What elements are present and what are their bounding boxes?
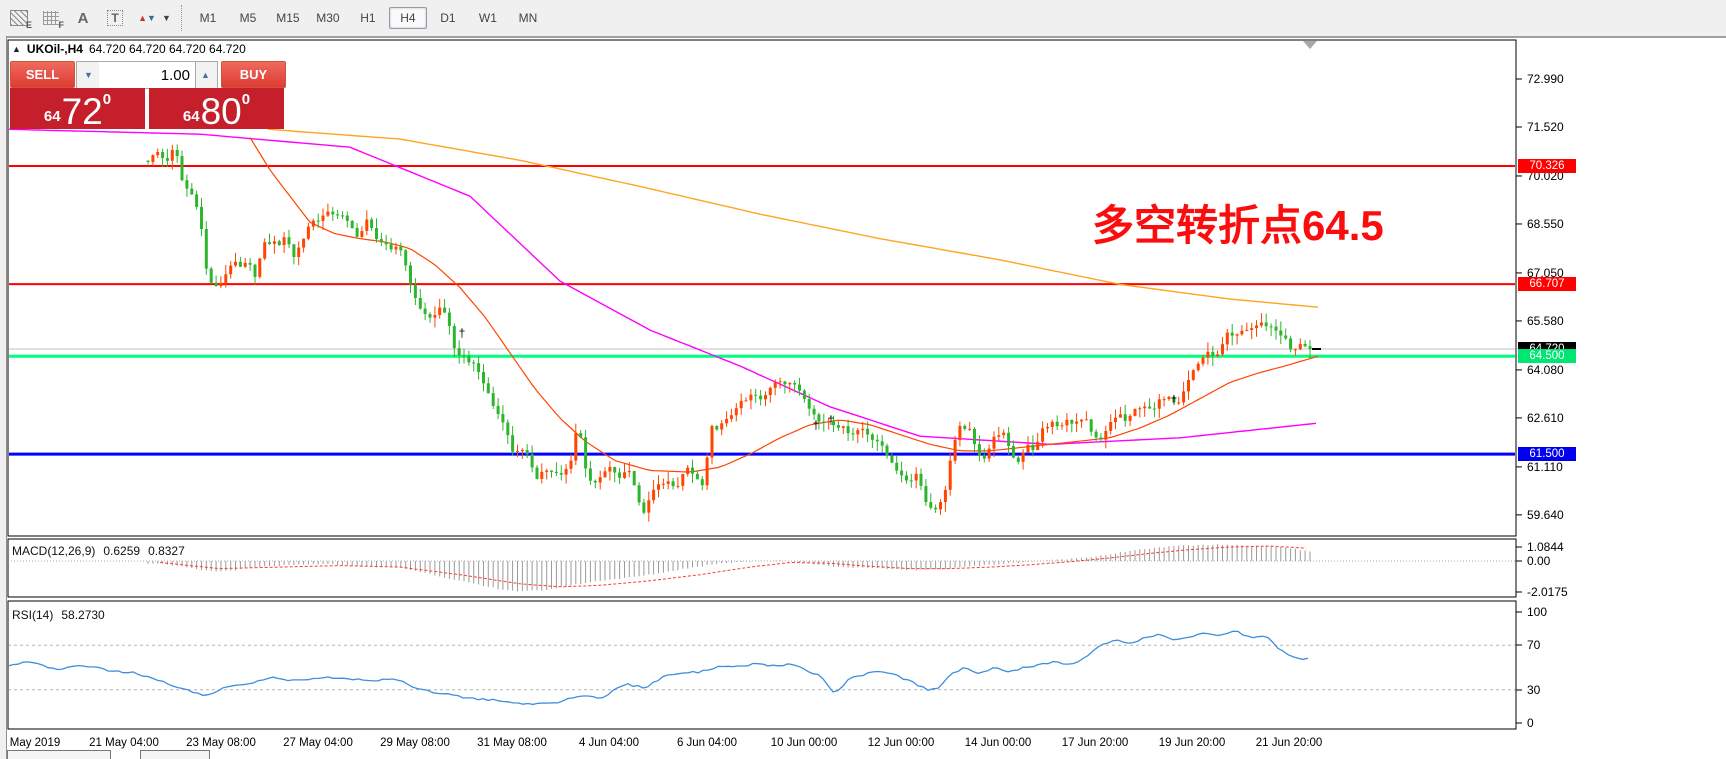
cross-marker: † [813,418,820,432]
rsi-axis-label[interactable]: 100 [1527,605,1548,619]
time-axis-label[interactable]: 12 Jun 00:00 [867,737,935,749]
cross-marker: † [828,413,835,427]
macd-indicator-label: MACD(12,26,9) 0.6259 0.8327 [12,544,185,558]
arrows-tool-icon[interactable]: ▲ ▼ [134,6,160,30]
time-axis-label[interactable]: 14 Jun 00:00 [964,737,1032,749]
hatch-icon [10,10,28,26]
text-tool-icon[interactable]: A [77,9,89,27]
price-axis-label[interactable]: 71.520 [1527,119,1564,134]
macd-signal-value: 0.8327 [148,544,185,558]
price-axis-label[interactable]: 61.110 [1527,459,1563,474]
price-axis-label[interactable]: 72.990 [1527,72,1564,86]
time-axis-label[interactable]: 29 May 08:00 [380,737,450,749]
grid-icon [43,11,59,25]
sell-price-major: 64 [43,108,61,125]
sell-price-display[interactable]: 64 72 0 [10,88,145,132]
ma-mid-magenta [9,128,1317,446]
chart-tab[interactable] [7,750,111,759]
price-axis-badge: 66.707 [1518,277,1576,292]
macd-axis-label[interactable]: 0.00 [1527,554,1551,568]
panel-collapse-icon[interactable]: ▲ [12,44,21,54]
rsi-axis-label[interactable]: 0 [1527,716,1534,730]
rsi-indicator-label: RSI(14) 58.2730 [12,608,105,622]
rsi-axis-label[interactable]: 70 [1527,638,1541,652]
symbol-ohlc-line: ▲ UKOil-,H4 64.720 64.720 64.720 64.720 [12,42,246,56]
volume-decrease-button[interactable]: ▼ [76,61,101,89]
indicators-chart-tool-icon[interactable]: E [6,6,32,30]
rsi-axis-label[interactable]: 30 [1527,683,1541,697]
grid-tool-icon[interactable]: F [38,6,64,30]
timeframe-button-d1[interactable]: D1 [440,11,456,25]
sell-price-pips: 72 [61,90,103,132]
cross-marker: † [459,326,466,340]
buy-price-display[interactable]: 64 80 0 [149,88,284,132]
macd-signal-line [159,545,1307,588]
macd-axis-label[interactable]: 1.0844 [1527,540,1564,554]
sell-button[interactable]: SELL [10,61,75,88]
buy-price-major: 64 [182,108,200,125]
sell-price-point: 0 [102,91,112,108]
time-axis-label[interactable]: 17 Jun 20:00 [1061,737,1129,749]
macd-axis-label[interactable]: -2.0175 [1527,585,1568,599]
buy-price-pips: 80 [200,90,242,132]
chevron-down-icon[interactable]: ▼ [162,13,171,23]
symbol-name: UKOil-,H4 [26,42,83,56]
rsi-line [9,630,1309,706]
timeframe-button-h4[interactable]: H4 [388,7,427,29]
rsi-name: RSI(14) [12,608,54,622]
cross-marker: † [1171,393,1178,407]
price-axis-badge: 61.500 [1518,447,1576,462]
timeframe-button-mn[interactable]: MN [518,11,538,25]
window-left-edge [0,36,7,759]
volume-input[interactable] [99,61,196,89]
price-axis-label[interactable]: 67.050 [1527,265,1564,280]
price-axis-label[interactable]: 65.580 [1527,313,1564,328]
time-axis-label[interactable]: 19 Jun 20:00 [1158,737,1226,749]
timeframe-button-m5[interactable]: M5 [239,11,257,25]
price-axis-badge: 70.326 [1518,158,1576,173]
timeframe-button-h1[interactable]: H1 [360,11,376,25]
chart-text-annotation: 多空转折点64.5 [1092,202,1384,249]
rsi-value: 58.2730 [61,608,105,622]
icon-sub-label: F [58,20,65,30]
ma-fast-red [249,137,1319,473]
time-axis-label[interactable]: 31 May 08:00 [477,737,547,749]
price-axis-label[interactable]: 62.610 [1527,410,1564,425]
chart-tab[interactable] [140,750,210,759]
arrow-up-icon: ▲ [138,13,147,23]
time-axis-label[interactable]: 10 Jun 00:00 [770,737,838,749]
time-axis-label[interactable]: 6 Jun 04:00 [676,737,738,749]
price-axis-label[interactable]: 68.550 [1527,216,1564,231]
timeframe-group: M1 M5 M15 M30 H1 H4 D1 W1 MN [188,7,548,29]
price-axis-label[interactable]: 64.080 [1527,362,1564,377]
macd-main-value: 0.6259 [103,544,141,558]
timeframe-button-w1[interactable]: W1 [478,11,497,25]
timeframe-button-m30[interactable]: M30 [316,11,340,25]
chart-shift-marker-icon[interactable] [1303,41,1317,49]
arrow-down-icon: ▼ [147,13,156,23]
time-axis-label[interactable]: 23 May 08:00 [186,737,256,749]
price-axis-badge: 64.500 [1518,349,1576,364]
icon-sub-label: E [25,20,32,30]
label-tool-icon[interactable]: T [102,6,128,30]
volume-increase-button[interactable]: ▲ [194,61,218,89]
time-axis-label[interactable]: 21 May 04:00 [89,737,159,749]
ma-slow-orange [267,128,1319,308]
buy-button[interactable]: BUY [221,61,286,88]
timeframe-button-m1[interactable]: M1 [199,11,217,25]
macd-name: MACD(12,26,9) [12,544,96,558]
ohlc-values: 64.720 64.720 64.720 64.720 [88,42,246,56]
time-axis-label[interactable]: 21 Jun 20:00 [1255,737,1323,749]
toolbar-separator [180,5,182,31]
timeframe-button-m15[interactable]: M15 [276,11,300,25]
toolbar: E F A T ▲ ▼ ▼ M1 M5 M15 M30 H1 H4 D1 W1 MN [0,0,1726,38]
time-axis-label[interactable]: 4 Jun 04:00 [578,737,640,749]
time-axis-label[interactable]: 17 May 2019 [0,737,61,749]
time-axis-label[interactable]: 27 May 04:00 [283,737,353,749]
price-axis-label[interactable]: 59.640 [1527,507,1564,522]
buy-price-point: 0 [241,91,251,108]
